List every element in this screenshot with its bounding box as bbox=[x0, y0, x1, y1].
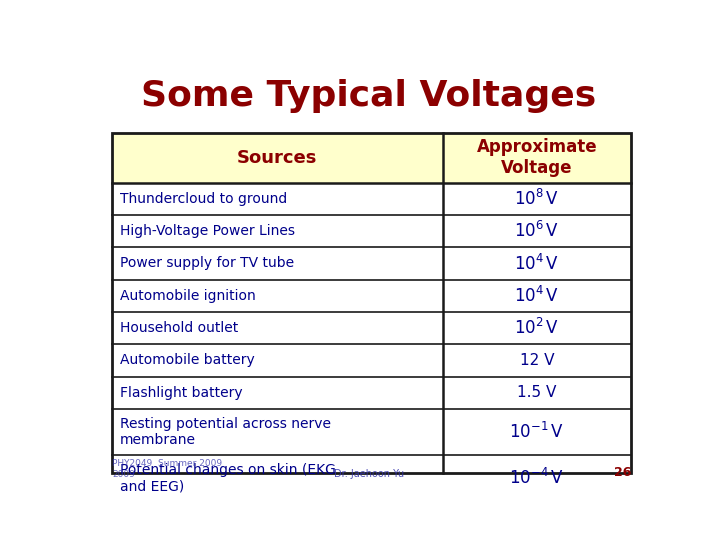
Text: $\mathrm{10}^{\mathrm{4}}\,\mathrm{V}$: $\mathrm{10}^{\mathrm{4}}\,\mathrm{V}$ bbox=[514, 253, 559, 273]
Text: $\mathrm{10}^{\mathrm{4}}\,\mathrm{V}$: $\mathrm{10}^{\mathrm{4}}\,\mathrm{V}$ bbox=[514, 286, 559, 306]
Text: Dr. Jaehoon Yu: Dr. Jaehoon Yu bbox=[334, 469, 404, 478]
Text: Potential changes on skin (EKG
and EEG): Potential changes on skin (EKG and EEG) bbox=[120, 463, 336, 494]
Text: $\mathrm{10}^{\mathrm{-4}}\,\mathrm{V}$: $\mathrm{10}^{\mathrm{-4}}\,\mathrm{V}$ bbox=[509, 468, 564, 488]
Text: Some Typical Voltages: Some Typical Voltages bbox=[141, 79, 597, 113]
Text: $\mathrm{10}^{\mathrm{2}}\,\mathrm{V}$: $\mathrm{10}^{\mathrm{2}}\,\mathrm{V}$ bbox=[514, 318, 559, 338]
Text: 1.5 V: 1.5 V bbox=[517, 386, 557, 400]
Text: $\mathrm{10}^{\mathrm{8}}\,\mathrm{V}$: $\mathrm{10}^{\mathrm{8}}\,\mathrm{V}$ bbox=[514, 188, 559, 209]
Text: Automobile battery: Automobile battery bbox=[120, 354, 255, 368]
Text: $\mathrm{10}^{\mathrm{6}}\,\mathrm{V}$: $\mathrm{10}^{\mathrm{6}}\,\mathrm{V}$ bbox=[514, 221, 559, 241]
Text: PHY2049  Summer 2009
2009: PHY2049 Summer 2009 2009 bbox=[112, 459, 222, 478]
Text: Resting potential across nerve
membrane: Resting potential across nerve membrane bbox=[120, 417, 331, 447]
Text: Household outlet: Household outlet bbox=[120, 321, 238, 335]
Text: High-Voltage Power Lines: High-Voltage Power Lines bbox=[120, 224, 295, 238]
Text: 12 V: 12 V bbox=[520, 353, 554, 368]
Text: Sources: Sources bbox=[237, 148, 318, 166]
Text: Power supply for TV tube: Power supply for TV tube bbox=[120, 256, 294, 271]
Text: Flashlight battery: Flashlight battery bbox=[120, 386, 243, 400]
Text: Approximate
Voltage: Approximate Voltage bbox=[477, 138, 597, 177]
Text: $\mathrm{10}^{\mathrm{-1}}\,\mathrm{V}$: $\mathrm{10}^{\mathrm{-1}}\,\mathrm{V}$ bbox=[509, 422, 564, 442]
Text: 26: 26 bbox=[614, 465, 631, 478]
Text: Thundercloud to ground: Thundercloud to ground bbox=[120, 192, 287, 206]
Text: Automobile ignition: Automobile ignition bbox=[120, 289, 256, 303]
